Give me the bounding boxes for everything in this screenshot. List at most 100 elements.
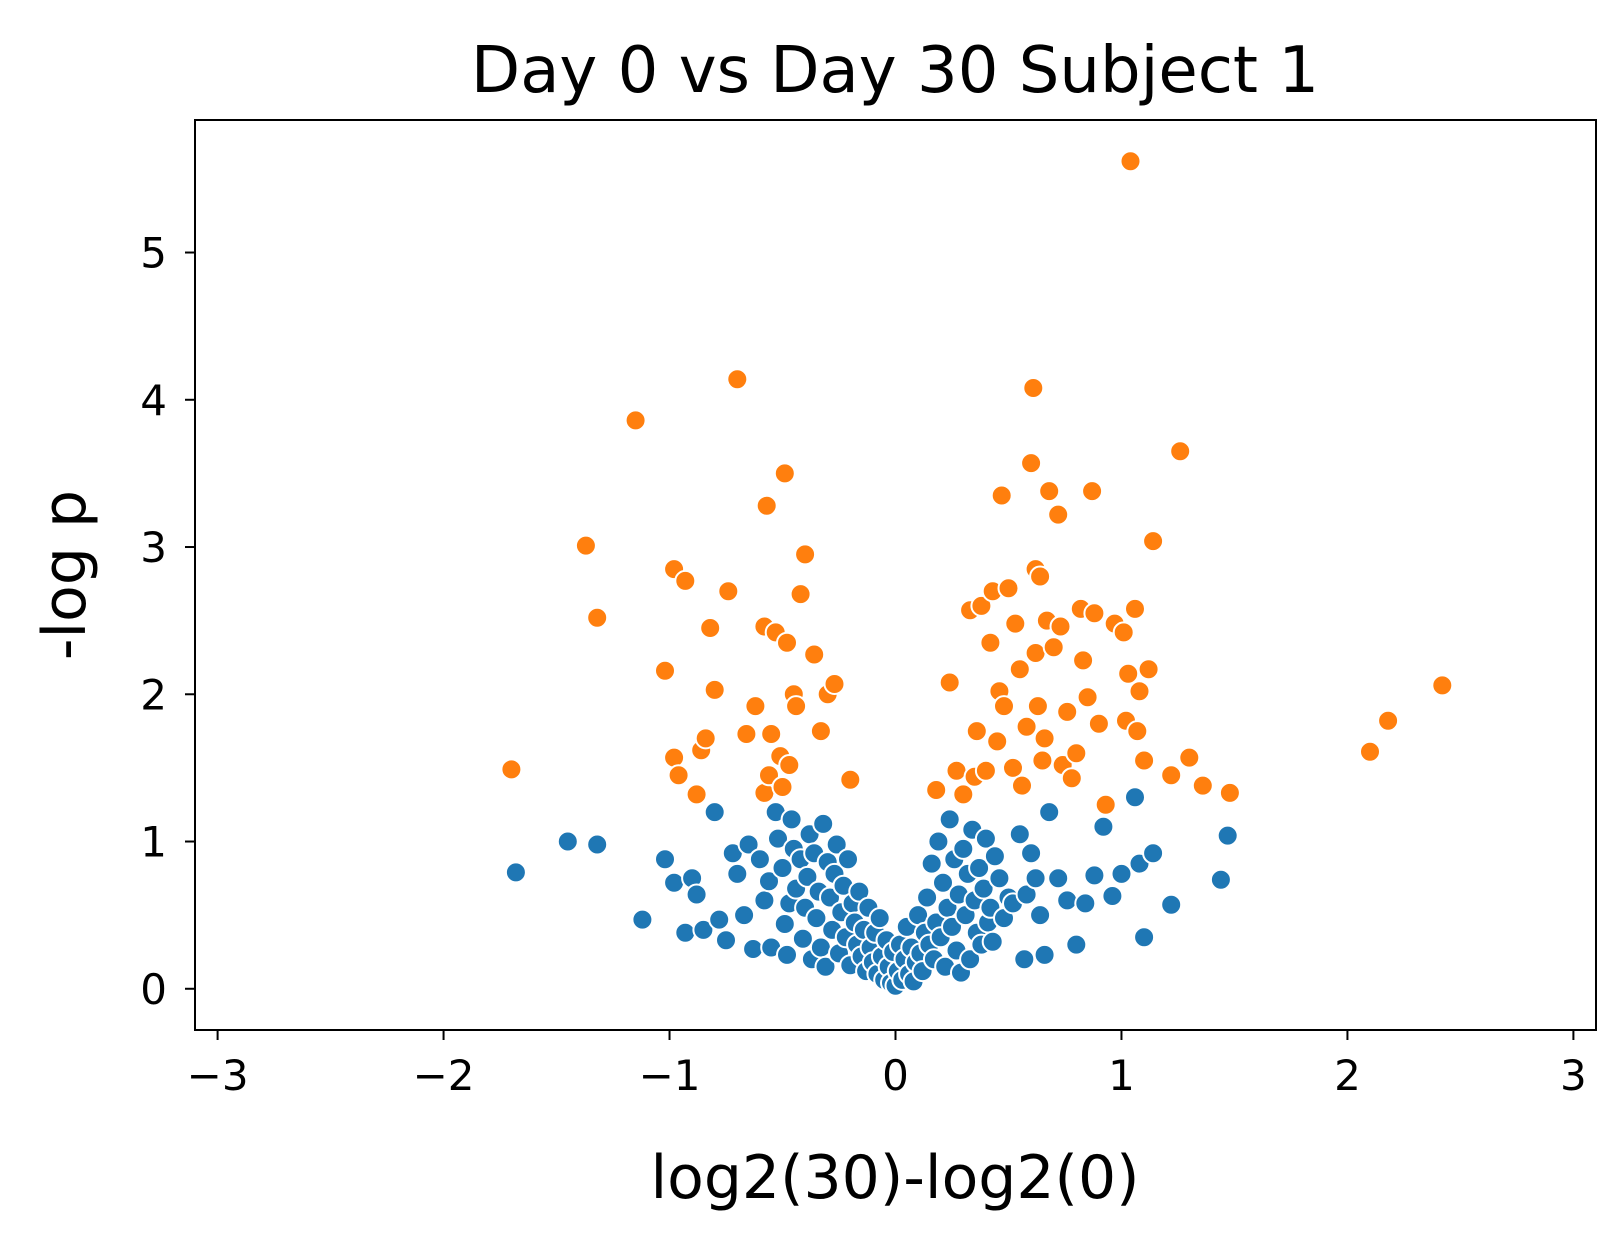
data-point	[1020, 842, 1043, 865]
data-point	[1087, 712, 1110, 735]
data-point	[970, 594, 993, 617]
data-point	[839, 768, 862, 791]
data-point	[574, 534, 597, 557]
data-point	[1169, 440, 1192, 463]
data-point	[556, 830, 579, 853]
data-point	[1029, 904, 1052, 927]
data-point	[1160, 893, 1183, 916]
y-tick-label: 4	[140, 376, 167, 425]
data-point	[767, 827, 789, 850]
data-point	[785, 695, 808, 718]
data-point	[1047, 503, 1070, 526]
data-point	[1142, 530, 1165, 553]
data-point	[1359, 740, 1381, 763]
data-point	[631, 908, 654, 931]
data-point	[823, 673, 846, 695]
data-point	[744, 695, 767, 718]
data-point	[703, 678, 726, 701]
y-tick-label: 3	[140, 523, 167, 572]
data-point	[988, 867, 1011, 890]
data-point	[1024, 867, 1047, 890]
data-point	[776, 943, 798, 966]
data-point	[1431, 674, 1454, 697]
data-point	[685, 883, 708, 906]
data-point	[1076, 686, 1099, 709]
data-point	[789, 583, 812, 606]
data-point	[1022, 377, 1045, 399]
data-point	[1060, 767, 1083, 790]
data-point	[1056, 700, 1079, 723]
points-layer	[500, 150, 1454, 997]
data-point	[748, 848, 771, 871]
data-point	[993, 695, 1015, 718]
data-point	[776, 631, 798, 654]
data-point	[952, 783, 975, 806]
data-point	[737, 833, 760, 856]
x-axis: −3 −2 −1 0 1 2 3	[187, 1030, 1587, 1100]
data-point	[1216, 824, 1239, 847]
data-point	[1124, 786, 1146, 809]
data-point	[760, 723, 783, 745]
data-point	[1065, 933, 1088, 956]
data-point	[726, 368, 749, 391]
data-point	[1008, 658, 1031, 681]
data-point	[685, 783, 708, 806]
x-tick-label: −2	[413, 1051, 475, 1100]
data-point	[925, 779, 948, 801]
data-point	[1029, 565, 1052, 588]
data-point	[708, 908, 731, 931]
data-point	[717, 580, 740, 603]
data-point	[1074, 892, 1097, 915]
data-point	[997, 577, 1020, 600]
data-point	[1038, 480, 1061, 503]
data-point	[1008, 823, 1031, 846]
data-point	[968, 857, 991, 879]
data-point	[1083, 602, 1106, 625]
data-point	[692, 918, 715, 941]
data-point	[805, 907, 828, 930]
data-point	[624, 409, 647, 432]
data-point	[868, 907, 891, 930]
y-tick-label: 1	[140, 818, 167, 867]
data-point	[979, 631, 1002, 654]
data-point	[1124, 597, 1146, 620]
data-point	[791, 927, 814, 950]
data-point	[1119, 150, 1142, 173]
data-point	[1047, 867, 1070, 890]
y-axis-label: -log p	[30, 490, 100, 660]
plot-area	[194, 119, 1597, 1031]
data-point	[837, 848, 859, 871]
x-tick-label: −1	[639, 1051, 701, 1100]
data-point	[699, 617, 722, 639]
data-point	[1042, 636, 1065, 659]
data-point	[1011, 774, 1033, 797]
data-point	[974, 759, 997, 782]
data-point	[803, 643, 826, 666]
data-point	[674, 921, 697, 944]
data-point	[504, 861, 527, 884]
data-point	[1033, 727, 1056, 750]
data-point	[1004, 612, 1027, 635]
data-point	[771, 776, 794, 798]
data-point	[1133, 749, 1156, 772]
data-point	[796, 865, 819, 888]
data-point	[965, 720, 988, 743]
data-point	[773, 913, 796, 935]
data-point	[974, 827, 997, 850]
data-point	[758, 870, 780, 893]
y-tick-label: 2	[140, 670, 167, 719]
data-point	[733, 904, 756, 927]
data-point	[1015, 715, 1038, 738]
data-point	[1056, 889, 1079, 912]
data-point	[703, 801, 726, 824]
data-point	[654, 848, 676, 871]
data-point	[674, 569, 697, 592]
data-point	[1218, 781, 1241, 804]
data-point	[755, 494, 778, 517]
data-point	[1137, 658, 1160, 681]
data-point	[1033, 943, 1056, 966]
y-axis: 0 1 2 3 4 5	[140, 229, 195, 1014]
data-point	[927, 830, 950, 853]
data-point	[990, 484, 1013, 507]
x-axis-label: log2(30)-log2(0)	[650, 1143, 1139, 1213]
